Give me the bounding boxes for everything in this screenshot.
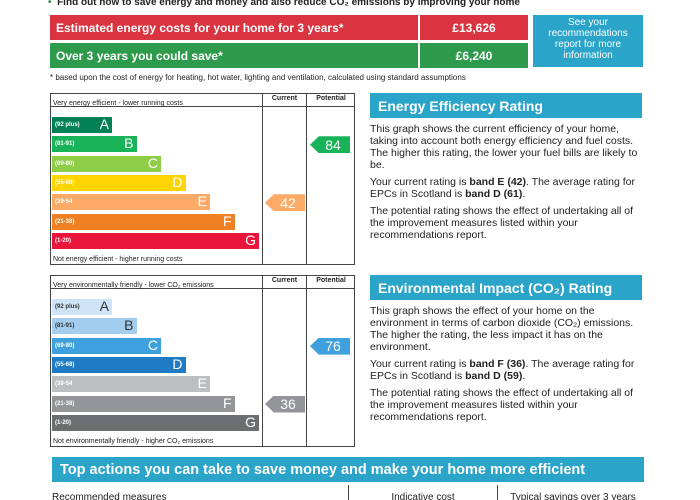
paragraph: The potential rating shows the effect of… xyxy=(370,387,642,423)
band-letter: G xyxy=(245,413,256,430)
band-range: (69-80) xyxy=(55,160,75,167)
cost-label: Over 3 years you could save* xyxy=(50,43,418,68)
col-current: Current xyxy=(271,277,298,284)
actions-title: Top actions you can take to save money a… xyxy=(52,457,644,482)
cost-label: Estimated energy costs for your home for… xyxy=(50,15,418,40)
cost-value: £13,626 xyxy=(420,15,528,40)
section-heading: Energy Efficiency Rating xyxy=(370,93,642,118)
intro: Find out how to save energy and money an… xyxy=(57,0,520,8)
current-col xyxy=(262,93,307,265)
top-label: Very energy efficient - lower running co… xyxy=(53,100,183,107)
footnote: * based upon the cost of energy for heat… xyxy=(50,73,466,82)
col-current: Current xyxy=(271,95,298,102)
section-heading: Environmental Impact (CO₂) Rating xyxy=(370,275,642,300)
band-letter: E xyxy=(197,193,207,210)
rating-current: 42 xyxy=(265,194,305,212)
text-run: band D (61) xyxy=(465,188,523,200)
bottom-label: Not environmentally friendly - higher CO… xyxy=(53,438,214,445)
text-run: band E (42) xyxy=(469,176,527,188)
paragraph: Your current rating is band E (42). The … xyxy=(370,176,642,200)
text-run: . The average rating for EPCs in Scotlan… xyxy=(370,176,635,200)
actions-col: Recommended measures xyxy=(52,492,167,500)
band: (69-80) C xyxy=(52,154,161,172)
text-run: Your current rating is xyxy=(370,358,470,370)
band: (92 plus) A xyxy=(52,116,112,133)
chart-frame xyxy=(50,93,355,265)
intro-line: • Find out how to save energy and money … xyxy=(48,0,520,8)
band: (1-20) G xyxy=(52,413,259,431)
band-range: (69-80) xyxy=(55,342,75,349)
text-run: . xyxy=(522,370,526,382)
paragraph: This graph shows the current efficiency … xyxy=(370,123,642,171)
band-letter: D xyxy=(172,355,183,372)
text-run: Your current rating is xyxy=(370,176,470,188)
text-run: The potential rating shows the effect of… xyxy=(370,387,634,423)
section-text: This graph shows the effect of your home… xyxy=(370,305,642,428)
header-line xyxy=(50,288,355,289)
col-potential: Potential xyxy=(316,95,346,102)
text-run: This graph shows the effect of your home… xyxy=(370,305,634,353)
text-run: . The average rating for EPCs in Scotlan… xyxy=(370,358,635,382)
rating-current: 36 xyxy=(265,395,305,413)
band-range: (1-20) xyxy=(55,419,72,426)
paragraph: Your current rating is band F (36). The … xyxy=(370,358,642,382)
band: (69-80) C xyxy=(52,336,161,354)
band-range: (39-54 xyxy=(55,381,73,388)
band: (81-91) B xyxy=(52,317,137,335)
band: (1-20) G xyxy=(52,231,259,249)
band-letter: C xyxy=(147,336,158,353)
actions-col: Indicative cost xyxy=(391,492,455,500)
band: (92 plus) A xyxy=(52,298,112,315)
bottom-label: Not energy efficient - higher running co… xyxy=(53,256,183,263)
band-letter: D xyxy=(172,173,183,190)
band: (21-38) F xyxy=(52,394,235,412)
text-run: . xyxy=(522,188,526,200)
band-letter: C xyxy=(147,154,158,171)
header-line xyxy=(50,106,355,107)
band: (39-54 E xyxy=(52,193,210,211)
band-range: (21-38) xyxy=(55,218,75,225)
band: (55-68) D xyxy=(52,173,186,191)
band-letter: E xyxy=(197,375,207,392)
band-range: (55-68) xyxy=(55,361,75,368)
band: (55-68) D xyxy=(52,355,186,373)
text-run: band D (59) xyxy=(465,370,523,382)
current-col xyxy=(262,275,307,447)
paragraph: The potential rating shows the effect of… xyxy=(370,205,642,241)
band-range: (1-20) xyxy=(55,237,72,244)
band-letter: G xyxy=(245,231,256,248)
col-potential: Potential xyxy=(316,277,346,284)
band-letter: A xyxy=(99,298,109,314)
text-run: The potential rating shows the effect of… xyxy=(370,205,634,241)
rating-potential: 76 xyxy=(310,337,350,355)
text-run: This graph shows the current efficiency … xyxy=(370,123,638,171)
band-letter: B xyxy=(124,135,134,152)
band-range: (81-91) xyxy=(55,141,75,148)
band-range: (92 plus) xyxy=(55,122,80,128)
band-range: (21-38) xyxy=(55,400,75,407)
text-run: band F (36) xyxy=(469,358,526,370)
band-letter: A xyxy=(99,116,109,132)
actions-frame xyxy=(348,485,498,500)
band: (39-54 E xyxy=(52,375,210,393)
section-text: This graph shows the current efficiency … xyxy=(370,123,642,246)
band-letter: B xyxy=(124,317,134,334)
band: (21-38) F xyxy=(52,212,235,230)
band-letter: F xyxy=(222,394,232,411)
rating-potential: 84 xyxy=(310,136,350,154)
band-range: (39-54 xyxy=(55,199,73,206)
band-letter: F xyxy=(222,212,232,229)
band-range: (55-68) xyxy=(55,179,75,186)
chart-frame xyxy=(50,275,355,447)
band-range: (81-91) xyxy=(55,323,75,330)
actions-col: Typical savings over 3 years xyxy=(510,492,636,500)
band: (81-91) B xyxy=(52,135,137,153)
cost-value: £6,240 xyxy=(420,43,528,68)
paragraph: This graph shows the effect of your home… xyxy=(370,305,642,353)
top-label: Very environmentally friendly - lower CO… xyxy=(53,282,214,289)
see-box: See your recommendations report for more… xyxy=(533,15,643,67)
band-range: (92 plus) xyxy=(55,304,80,310)
